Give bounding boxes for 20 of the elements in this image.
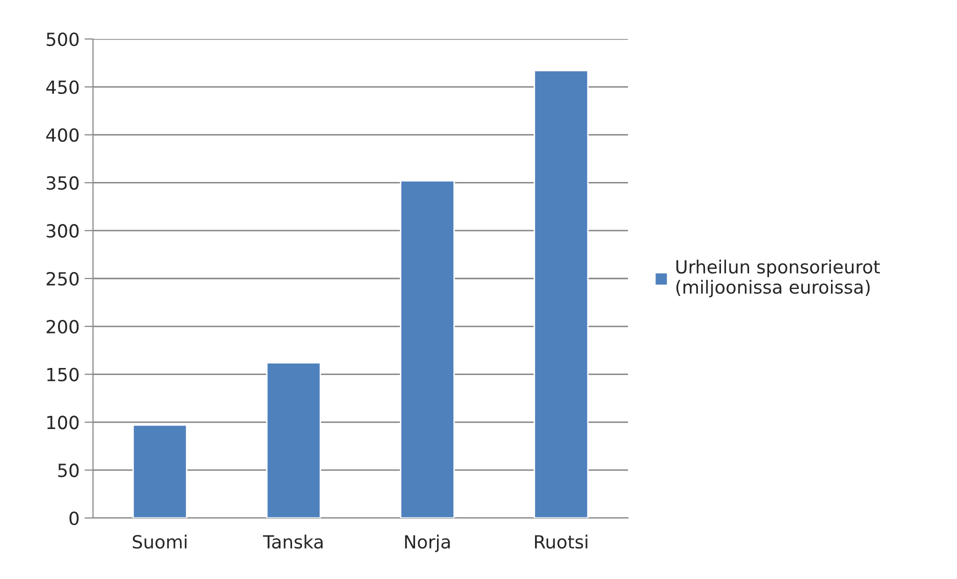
legend-label: Urheilun sponsorieurot (miljoonissa euroissa) <box>676 260 880 298</box>
y-tick-label: 400 <box>46 128 79 142</box>
x-tick-label: Tanska <box>262 534 323 549</box>
x-tick-label: Ruotsi <box>535 534 588 549</box>
y-tick-label: 300 <box>46 224 79 238</box>
y-tick-label: 250 <box>46 272 79 286</box>
y-tick-label: 0 <box>70 511 79 526</box>
bar <box>534 70 589 518</box>
bar <box>266 362 322 518</box>
y-tick-label: 50 <box>58 464 79 478</box>
y-tick-label: 200 <box>46 320 79 334</box>
bar <box>400 180 455 518</box>
x-tick-label: Suomi <box>132 534 186 549</box>
y-tick-label: 150 <box>47 368 79 382</box>
y-tick-label: 100 <box>47 416 79 430</box>
x-tick-label: Norja <box>405 534 450 552</box>
y-tick-label: 350 <box>46 176 79 190</box>
y-tick-label: 500 <box>46 32 79 46</box>
y-tick-label: 450 <box>46 80 79 94</box>
bar <box>132 424 188 518</box>
